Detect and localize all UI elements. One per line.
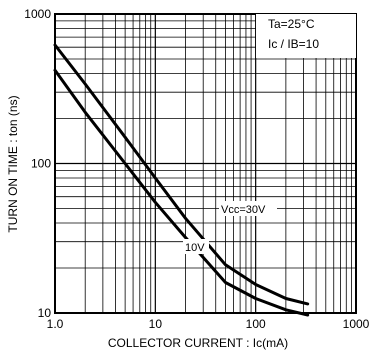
plot-frame <box>54 13 357 314</box>
annotation-box <box>256 14 356 58</box>
series-label-bg-1 <box>219 201 277 216</box>
series-layer <box>53 43 310 317</box>
temperature-note: Ta=25°C <box>268 17 315 31</box>
series-line-vcc-30v <box>53 43 310 306</box>
x-tick-label: 1000 <box>343 317 370 331</box>
current-ratio-note: Ic / IB=10 <box>268 37 319 51</box>
series-line-10v <box>53 68 310 317</box>
x-tick-label: 10 <box>149 317 163 331</box>
grid <box>55 14 356 313</box>
y-tick-label: 1000 <box>24 7 51 21</box>
x-tick-label: 1.0 <box>47 317 64 331</box>
y-tick-label: 100 <box>31 157 51 171</box>
series-label-10v: 10V <box>185 242 205 254</box>
series-label-bg-2 <box>183 239 209 254</box>
x-axis-title: COLLECTOR CURRENT : Ic(mA) <box>108 336 288 350</box>
y-axis-title: TURN ON TIME : ton (ns) <box>6 95 20 232</box>
series-label-vcc-30v: Vcc=30V <box>221 204 266 216</box>
x-tick-label: 100 <box>246 317 266 331</box>
y-tick-label: 10 <box>38 306 52 320</box>
